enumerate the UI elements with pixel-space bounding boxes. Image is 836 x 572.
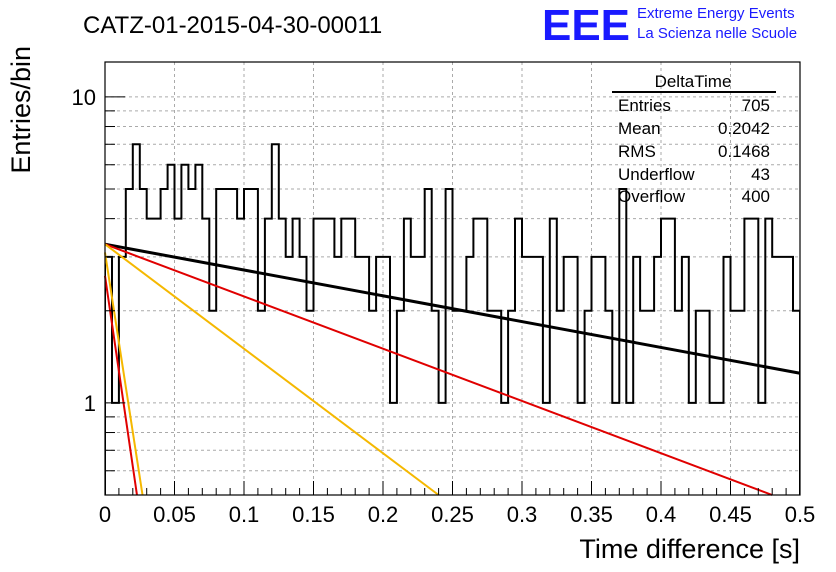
stats-value: 0.2042 (718, 119, 770, 138)
x-tick-label: 0.1 (229, 502, 260, 527)
fit-curve (104, 243, 773, 496)
stats-label: RMS (618, 142, 656, 161)
x-tick-label: 0.4 (646, 502, 677, 527)
fit-curve (104, 252, 144, 496)
x-tick-label: 0.2 (368, 502, 399, 527)
stats-box: DeltaTime Entries 705 Mean 0.2042 RMS 0.… (612, 72, 776, 206)
x-tick-label: 0.15 (292, 502, 335, 527)
x-axis-label: Time difference [s] (579, 534, 800, 564)
histogram (105, 143, 800, 495)
axis-ticks: 0 0.05 0.1 0.15 0.2 0.25 0.3 0.35 0.4 0.45 0.5 1 10 (72, 85, 816, 527)
stats-label: Overflow (618, 187, 686, 206)
histogram-series (105, 143, 800, 495)
x-tick-label: 0.25 (431, 502, 474, 527)
fit-curves (104, 242, 801, 496)
stats-value: 400 (742, 187, 770, 206)
y-tick-label: 10 (72, 85, 96, 110)
x-tick-label: 0.05 (153, 502, 196, 527)
stats-value: 0.1468 (718, 142, 770, 161)
eee-logo: EEE Extreme Energy Events La Scienza nel… (542, 1, 797, 50)
stats-value: 43 (751, 165, 770, 184)
stats-label: Mean (618, 119, 661, 138)
stats-label: Entries (618, 96, 671, 115)
y-axis-label: Entries/bin (6, 46, 36, 174)
fit-curve (104, 242, 801, 375)
logo-line1: Extreme Energy Events (637, 5, 795, 22)
x-tick-label: 0.45 (709, 502, 752, 527)
x-tick-label: 0.5 (785, 502, 816, 527)
chart-title: CATZ-01-2015-04-30-00011 (83, 12, 382, 39)
logo-line2: La Scienza nelle Scuole (637, 25, 797, 42)
stats-title: DeltaTime (655, 72, 732, 91)
stats-label: Underflow (618, 165, 695, 184)
y-tick-label: 1 (84, 391, 96, 416)
x-tick-label: 0.3 (507, 502, 538, 527)
x-tick-label: 0.35 (570, 502, 613, 527)
logo-letters: EEE (542, 1, 630, 50)
stats-value: 705 (742, 96, 770, 115)
x-tick-label: 0 (99, 502, 111, 527)
fit-curve (104, 275, 138, 496)
fit-curve (104, 243, 440, 496)
